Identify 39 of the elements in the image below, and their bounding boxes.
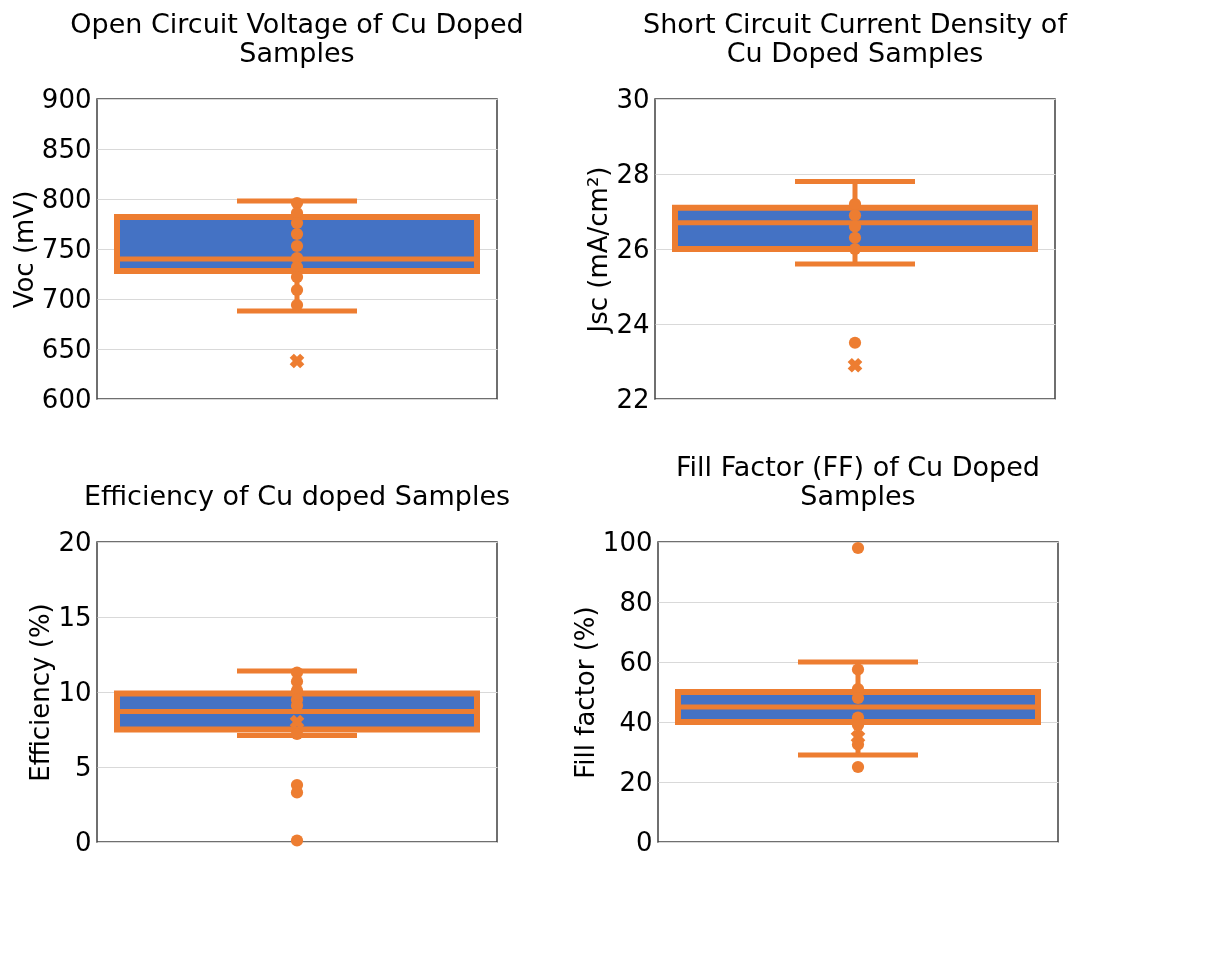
y-tick-label: 0	[635, 826, 653, 857]
y-tick-label: 100	[602, 526, 653, 557]
y-tick-label: 0	[74, 826, 92, 857]
point	[848, 242, 862, 256]
y-tick-label: 700	[41, 283, 92, 314]
point	[290, 227, 304, 241]
y-tick-label: 600	[41, 383, 92, 414]
y-tick-label: 10	[58, 676, 92, 707]
point	[290, 283, 304, 297]
point	[290, 239, 304, 253]
point	[851, 663, 865, 676]
y-tick-label: 650	[41, 333, 92, 364]
y-tick-label: 850	[41, 133, 92, 164]
point	[848, 231, 862, 244]
y-tick-label: 750	[41, 233, 92, 264]
y-tick-label: 30	[616, 83, 650, 114]
y-tick-label: 80	[619, 586, 653, 617]
point	[290, 196, 304, 210]
y-tick-label: 40	[619, 706, 653, 737]
y-tick-label: 900	[41, 83, 92, 114]
point	[848, 209, 862, 222]
y-tick-label: 28	[616, 158, 650, 189]
y-tick-label: 5	[74, 751, 92, 782]
chart-title: Open Circuit Voltage of Cu Doped Samples	[70, 8, 524, 68]
y-axis-title: Jsc (mA/cm²)	[583, 166, 614, 335]
chart-title: Short Circuit Current Density of Cu Doped Samples	[643, 8, 1069, 68]
chart-title: Fill Factor (FF) of Cu Doped Samples	[676, 451, 1040, 511]
y-tick-label: 22	[616, 383, 650, 414]
chart-title: Efficiency of Cu doped Samples	[83, 480, 511, 511]
y-tick-label: 20	[619, 766, 653, 797]
y-tick-label: 60	[619, 646, 653, 677]
y-tick-label: 15	[58, 601, 92, 632]
y-tick-label: 26	[616, 233, 650, 264]
y-tick-label: 20	[58, 526, 92, 557]
y-axis-title: Voc (mV)	[8, 190, 39, 309]
y-tick-label: 24	[616, 308, 650, 339]
y-tick-label: 800	[41, 183, 92, 214]
y-axis-title: Efficiency (%)	[25, 603, 56, 782]
y-axis-title: Fill factor (%)	[569, 606, 600, 779]
